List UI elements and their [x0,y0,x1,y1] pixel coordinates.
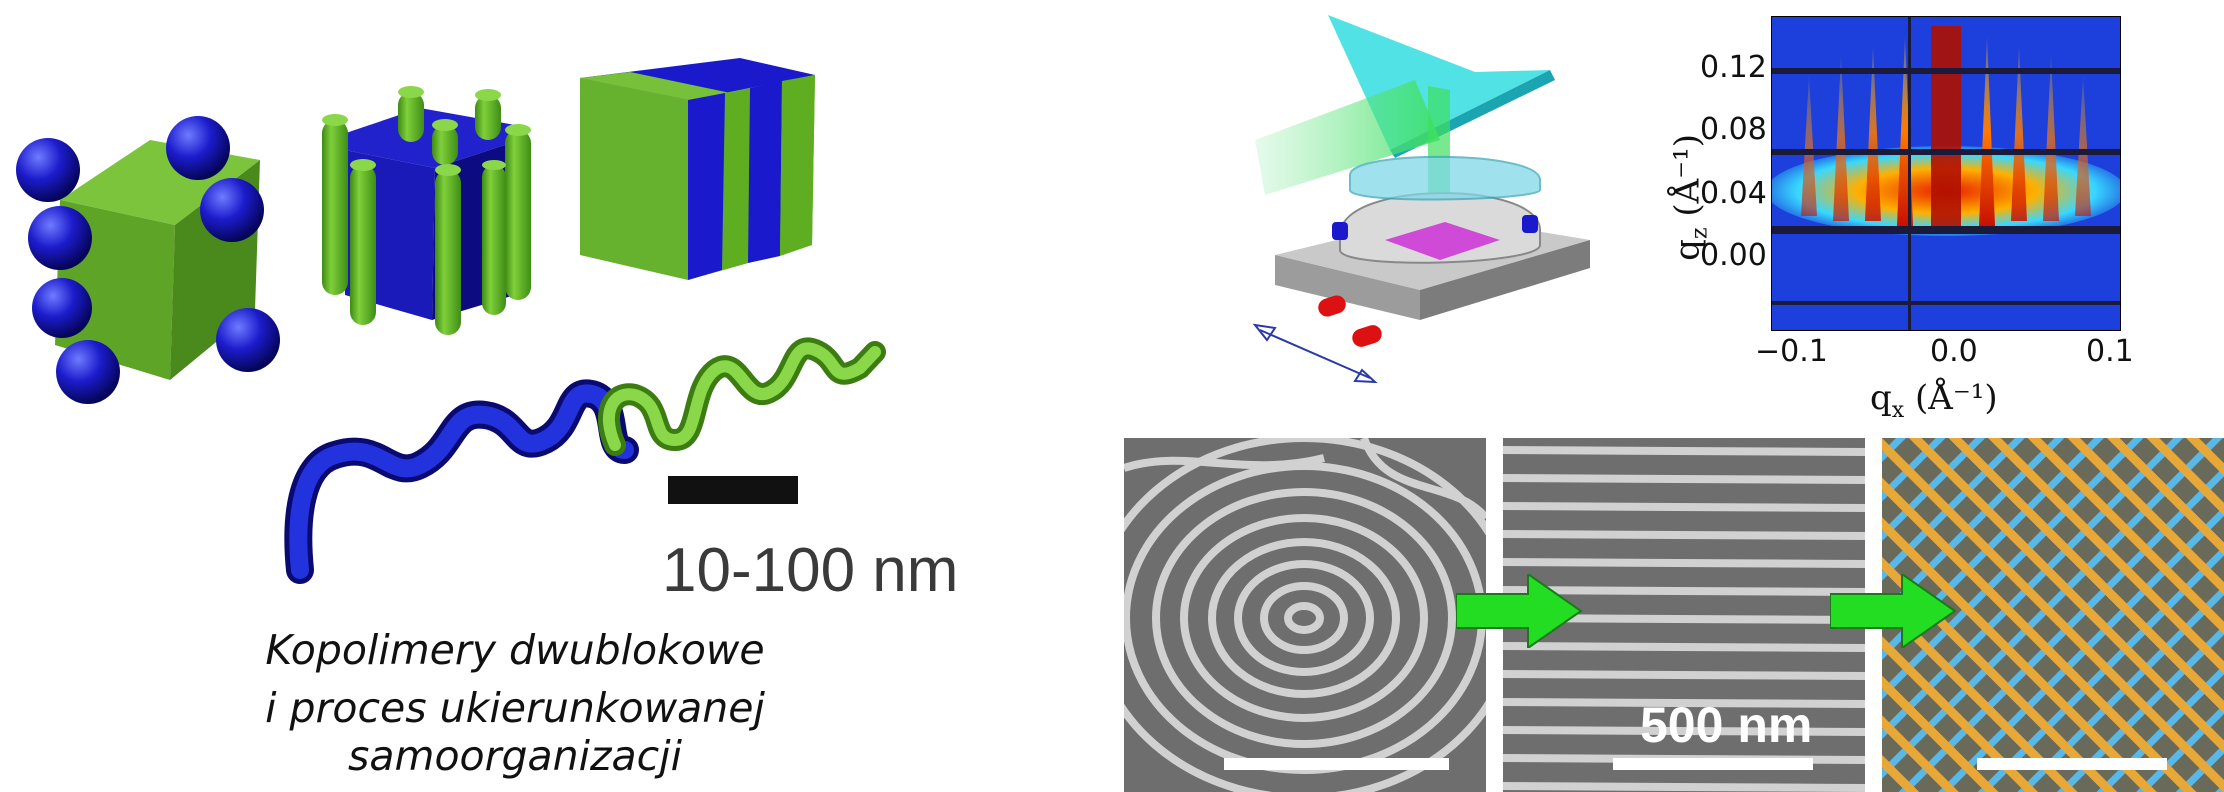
y-tick-0.00: 0.00 [1700,238,1767,273]
caption-line-2: i proces ukierunkowanej samoorganizacji [265,684,765,780]
block-copolymer-morphologies [16,58,886,584]
cylinder-morphology-prism [322,86,531,335]
sem-scale-bar-1 [1224,758,1449,770]
sphere-morphology-cube [16,116,280,404]
diblock-copolymer-chain [284,337,886,584]
transition-arrow-2 [1830,574,1957,648]
caption-line-1: Kopolimery dwublokowe [265,626,765,674]
sem-scale-label: 500 nm [1640,697,1813,753]
y-tick-0.08: 0.08 [1700,112,1767,147]
y-axis-unit: (Å⁻¹) [1667,133,1708,217]
sem-scale-bar-3 [1977,758,2167,770]
x-tick-0.1: 0.1 [2086,334,2134,369]
x-axis-symbol: q [1870,378,1892,418]
sem-fingerprint-panel [1124,438,1486,792]
gisaxs-pattern [1766,15,2126,332]
transition-arrow-1 [1456,574,1583,648]
y-axis-label: qz (Å⁻¹) [1668,87,1713,307]
x-axis-unit: (Å⁻¹) [1915,378,1998,418]
lamellar-morphology-cube [580,58,815,280]
y-tick-0.04: 0.04 [1700,176,1767,211]
scale-bar [668,476,798,504]
x-axis-label: qx (Å⁻¹) [1870,378,1998,423]
bragg-rods [1801,26,2091,226]
sem-scale-bar-2 [1613,758,1813,770]
scattering-setup-diagram [1252,15,1590,384]
x-axis-subscript: x [1891,397,1905,423]
y-tick-0.12: 0.12 [1700,50,1767,85]
scale-bar-label: 10-100 nm [662,536,959,605]
gisaxs-image [1766,15,2126,332]
x-tick-0.0: 0.0 [1930,334,1978,369]
sem-aligned-panel [1503,438,1865,792]
y-axis-subscript: z [1687,227,1713,240]
y-axis-symbol: q [1667,239,1708,261]
x-tick-neg-0.1: −0.1 [1755,334,1828,369]
